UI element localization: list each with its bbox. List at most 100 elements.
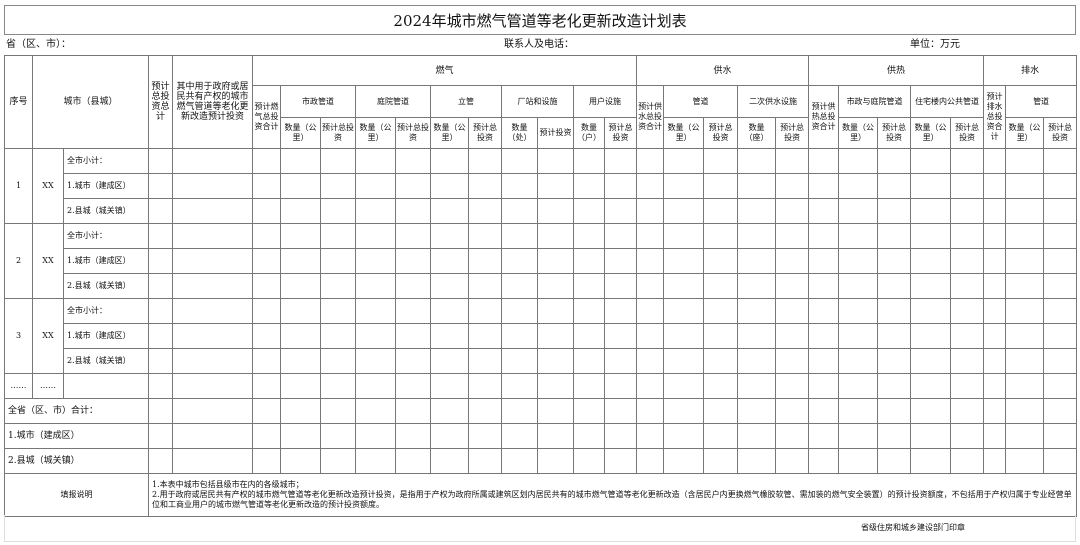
data-cell[interactable] — [501, 223, 539, 249]
data-cell[interactable] — [604, 448, 638, 474]
data-cell[interactable] — [877, 423, 912, 449]
data-cell[interactable] — [430, 173, 470, 199]
data-cell[interactable] — [172, 398, 254, 424]
data-cell[interactable] — [775, 198, 810, 224]
data-cell[interactable] — [737, 348, 777, 374]
data-cell[interactable] — [910, 323, 952, 349]
data-cell[interactable] — [172, 348, 254, 374]
data-cell[interactable] — [877, 398, 912, 424]
data-cell[interactable] — [808, 223, 840, 249]
data-cell[interactable] — [1043, 373, 1078, 399]
data-cell[interactable] — [636, 448, 665, 474]
data-cell[interactable] — [395, 348, 432, 374]
data-cell[interactable] — [148, 398, 174, 424]
data-cell[interactable] — [501, 398, 539, 424]
data-cell[interactable] — [280, 198, 322, 224]
data-cell[interactable] — [808, 148, 840, 174]
data-cell[interactable] — [910, 148, 952, 174]
data-cell[interactable] — [501, 173, 539, 199]
data-cell[interactable] — [775, 448, 810, 474]
data-cell[interactable] — [604, 198, 638, 224]
data-cell[interactable] — [950, 348, 985, 374]
data-cell[interactable] — [983, 398, 1007, 424]
data-cell[interactable] — [148, 223, 174, 249]
data-cell[interactable] — [280, 448, 322, 474]
data-cell[interactable] — [252, 323, 282, 349]
data-cell[interactable] — [636, 423, 665, 449]
data-cell[interactable] — [252, 223, 282, 249]
data-cell[interactable] — [808, 173, 840, 199]
data-cell[interactable] — [395, 423, 432, 449]
data-cell[interactable] — [737, 198, 777, 224]
data-cell[interactable] — [1043, 448, 1078, 474]
data-cell[interactable] — [663, 198, 705, 224]
data-cell[interactable] — [395, 148, 432, 174]
data-cell[interactable] — [320, 198, 357, 224]
data-cell[interactable] — [573, 223, 606, 249]
data-cell[interactable] — [775, 273, 810, 299]
data-cell[interactable] — [910, 348, 952, 374]
data-cell[interactable] — [1043, 148, 1078, 174]
data-cell[interactable] — [808, 298, 840, 324]
data-cell[interactable] — [1043, 423, 1078, 449]
data-cell[interactable] — [573, 248, 606, 274]
data-cell[interactable] — [537, 273, 575, 299]
data-cell[interactable] — [663, 398, 705, 424]
data-cell[interactable] — [910, 373, 952, 399]
data-cell[interactable] — [808, 373, 840, 399]
data-cell[interactable] — [604, 423, 638, 449]
data-cell[interactable] — [573, 173, 606, 199]
data-cell[interactable] — [983, 148, 1007, 174]
data-cell[interactable] — [1005, 248, 1045, 274]
data-cell[interactable] — [172, 373, 254, 399]
data-cell[interactable] — [663, 323, 705, 349]
data-cell[interactable] — [703, 273, 739, 299]
data-cell[interactable] — [252, 423, 282, 449]
data-cell[interactable] — [430, 348, 470, 374]
data-cell[interactable] — [808, 448, 840, 474]
data-cell[interactable] — [950, 248, 985, 274]
data-cell[interactable] — [604, 348, 638, 374]
data-cell[interactable] — [573, 398, 606, 424]
data-cell[interactable] — [808, 273, 840, 299]
data-cell[interactable] — [537, 248, 575, 274]
data-cell[interactable] — [775, 398, 810, 424]
data-cell[interactable] — [1043, 198, 1078, 224]
data-cell[interactable] — [537, 323, 575, 349]
data-cell[interactable] — [148, 348, 174, 374]
data-cell[interactable] — [430, 373, 470, 399]
data-cell[interactable] — [172, 148, 254, 174]
data-cell[interactable] — [430, 198, 470, 224]
data-cell[interactable] — [604, 273, 638, 299]
data-cell[interactable] — [573, 448, 606, 474]
data-cell[interactable] — [148, 173, 174, 199]
data-cell[interactable] — [737, 223, 777, 249]
data-cell[interactable] — [148, 198, 174, 224]
data-cell[interactable] — [172, 448, 254, 474]
data-cell[interactable] — [320, 323, 357, 349]
data-cell[interactable] — [573, 373, 606, 399]
data-cell[interactable] — [573, 298, 606, 324]
data-cell[interactable] — [775, 173, 810, 199]
data-cell[interactable] — [468, 323, 503, 349]
data-cell[interactable] — [355, 198, 397, 224]
data-cell[interactable] — [280, 148, 322, 174]
data-cell[interactable] — [430, 448, 470, 474]
data-cell[interactable] — [355, 373, 397, 399]
data-cell[interactable] — [703, 223, 739, 249]
data-cell[interactable] — [838, 173, 879, 199]
data-cell[interactable] — [838, 298, 879, 324]
data-cell[interactable] — [172, 273, 254, 299]
data-cell[interactable] — [468, 223, 503, 249]
data-cell[interactable] — [983, 423, 1007, 449]
data-cell[interactable] — [430, 298, 470, 324]
data-cell[interactable] — [280, 223, 322, 249]
data-cell[interactable] — [355, 398, 397, 424]
data-cell[interactable] — [950, 148, 985, 174]
data-cell[interactable] — [320, 148, 357, 174]
data-cell[interactable] — [468, 148, 503, 174]
data-cell[interactable] — [252, 248, 282, 274]
data-cell[interactable] — [320, 373, 357, 399]
data-cell[interactable] — [663, 448, 705, 474]
data-cell[interactable] — [838, 148, 879, 174]
